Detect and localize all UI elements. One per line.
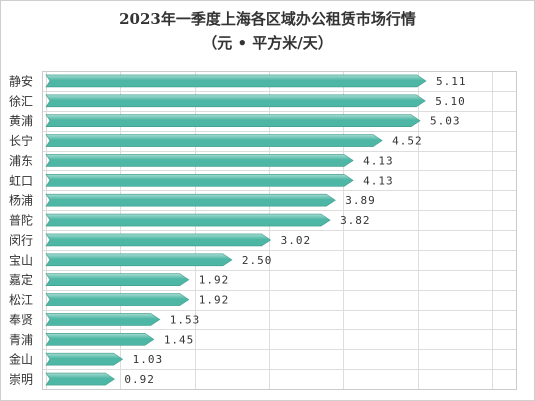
bar	[45, 94, 426, 108]
bar	[45, 293, 190, 306]
bar	[45, 193, 336, 207]
data-label: 1.92	[199, 294, 230, 307]
category-label: 徐汇	[9, 93, 33, 108]
data-label: 1.92	[199, 274, 230, 287]
chart-title: 2023年一季度上海各区域办公租赁市场行情	[119, 10, 416, 28]
category-label: 金山	[9, 352, 33, 367]
bar-series	[45, 74, 427, 386]
category-label: 普陀	[9, 213, 33, 228]
data-label: 1.45	[164, 333, 195, 346]
category-label: 崇明	[9, 373, 33, 387]
bar	[45, 74, 427, 88]
data-label: 1.03	[133, 353, 164, 366]
chart-subtitle: （元 • 平方米/天）	[202, 34, 333, 52]
data-label: 2.50	[242, 254, 273, 267]
bar	[45, 114, 421, 127]
category-label: 闵行	[9, 232, 33, 247]
data-label: 1.53	[170, 313, 201, 326]
bar	[45, 313, 161, 326]
data-label: 5.10	[435, 95, 466, 108]
gridlines	[42, 71, 517, 390]
bar	[45, 233, 272, 247]
category-label: 静安	[9, 73, 33, 88]
category-label: 奉贤	[9, 313, 33, 327]
category-label: 青浦	[9, 333, 33, 347]
bar	[45, 213, 331, 227]
data-label: 3.89	[345, 194, 376, 207]
bar	[45, 174, 354, 187]
bar	[45, 273, 190, 286]
bar	[45, 372, 115, 386]
category-label: 虹口	[9, 174, 33, 188]
data-label: 4.13	[363, 174, 394, 187]
category-label: 杨浦	[9, 193, 33, 208]
category-label: 嘉定	[9, 272, 33, 287]
category-label: 宝山	[9, 253, 33, 267]
plot-border	[42, 71, 517, 390]
data-label: 4.52	[392, 135, 423, 148]
data-label: 4.13	[363, 154, 394, 167]
bar	[45, 352, 124, 366]
category-label: 松江	[9, 293, 33, 307]
bar	[45, 333, 155, 346]
bar	[45, 134, 383, 147]
data-label: 5.03	[430, 115, 461, 128]
data-label: 0.92	[124, 373, 155, 386]
data-label: 5.11	[436, 75, 467, 88]
category-label: 浦东	[9, 154, 33, 168]
bar	[45, 154, 354, 167]
bar	[45, 253, 233, 267]
category-label: 黄浦	[9, 114, 33, 128]
data-label: 3.02	[281, 234, 312, 247]
category-label: 长宁	[9, 133, 33, 148]
value-labels: 5.11 5.10 5.03 4.52 4.13 4.13 3.89 3.82 3.02 2.50…	[124, 75, 467, 386]
data-label: 3.82	[340, 214, 371, 227]
